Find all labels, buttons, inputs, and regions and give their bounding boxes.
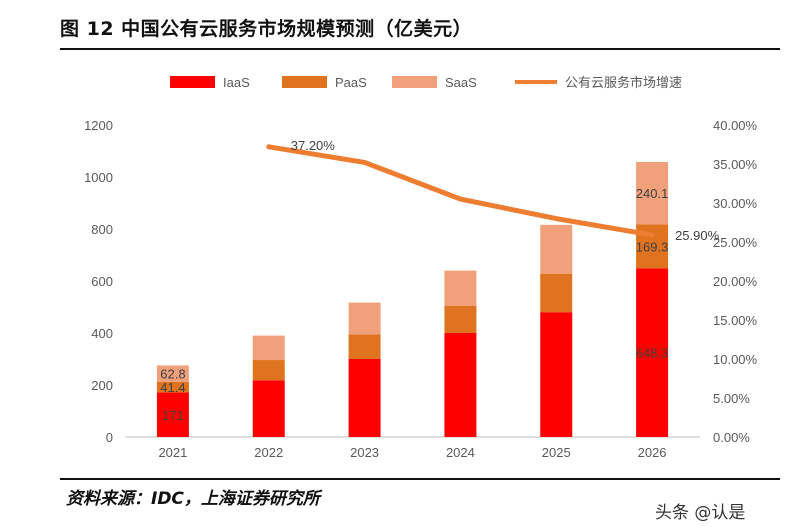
bar-paas-2022 (252, 360, 285, 381)
bar-paas-2021 (156, 381, 189, 393)
x-tick-label: 2024 (446, 445, 475, 460)
bar-iaas-2025 (540, 312, 573, 437)
bar-iaas-2026 (636, 268, 669, 437)
legend-swatch-iaas (170, 76, 215, 88)
y-left-tick-label: 600 (91, 274, 113, 289)
data-label-paas-2026: 169.3 (636, 239, 669, 254)
y-right-tick-label: 35.00% (713, 157, 758, 172)
data-label-paas-2021: 41.4 (160, 380, 185, 395)
bar-iaas-2024 (444, 333, 477, 437)
bar-saas-2021 (156, 365, 189, 382)
bar-iaas-2023 (348, 359, 381, 437)
x-tick-label: 2021 (158, 445, 187, 460)
source-rule (60, 478, 780, 480)
bar-paas-2025 (540, 273, 573, 313)
legend-label-saas: SaaS (445, 75, 477, 90)
y-left-tick-label: 400 (91, 326, 113, 341)
data-label-iaas-2026: 648.3 (636, 346, 669, 361)
source-note: 资料来源：IDC，上海证券研究所 (66, 489, 320, 509)
bar-iaas-2022 (252, 380, 285, 437)
data-label-saas-2021: 62.8 (160, 367, 185, 382)
bar-paas-2023 (348, 334, 381, 359)
y-right-tick-label: 30.00% (713, 196, 758, 211)
legend-label-paas: PaaS (335, 75, 367, 90)
data-label-growth-2026: 25.90% (675, 228, 720, 243)
y-left-tick-label: 200 (91, 378, 113, 393)
x-tick-label: 2022 (254, 445, 283, 460)
bar-saas-2023 (348, 302, 381, 335)
legend-label-iaas: IaaS (223, 75, 250, 90)
legend-swatch-saas (392, 76, 437, 88)
bar-iaas-2021 (156, 392, 189, 437)
title-rule (60, 48, 780, 50)
bar-saas-2026 (636, 161, 669, 225)
watermark: 头条 @认是 (655, 503, 746, 523)
y-left-tick-label: 1200 (84, 118, 113, 133)
y-left-tick-label: 1000 (84, 170, 113, 185)
legend-swatch-paas (282, 76, 327, 88)
bar-saas-2022 (252, 335, 285, 361)
bar-saas-2024 (444, 270, 477, 306)
y-right-tick-label: 5.00% (713, 391, 750, 406)
x-tick-label: 2026 (638, 445, 667, 460)
y-left-tick-label: 800 (91, 222, 113, 237)
legend-label-growth: 公有云服务市场增速 (565, 75, 682, 90)
data-label-saas-2026: 240.1 (636, 186, 669, 201)
y-right-tick-label: 20.00% (713, 274, 758, 289)
bar-paas-2024 (444, 305, 477, 333)
data-label-growth-2022: 37.20% (291, 138, 336, 153)
x-tick-label: 2025 (542, 445, 571, 460)
chart-title: 图 12 中国公有云服务市场规模预测（亿美元） (60, 18, 473, 40)
bar-saas-2025 (540, 224, 573, 274)
y-right-tick-label: 10.00% (713, 352, 758, 367)
x-tick-label: 2023 (350, 445, 379, 460)
growth-line (266, 144, 655, 238)
y-right-tick-label: 15.00% (713, 313, 758, 328)
data-label-iaas-2021: 171 (162, 408, 184, 423)
y-right-tick-label: 25.00% (713, 235, 758, 250)
y-left-tick-label: 0 (106, 430, 113, 445)
y-right-tick-label: 40.00% (713, 118, 758, 133)
y-right-tick-label: 0.00% (713, 430, 750, 445)
